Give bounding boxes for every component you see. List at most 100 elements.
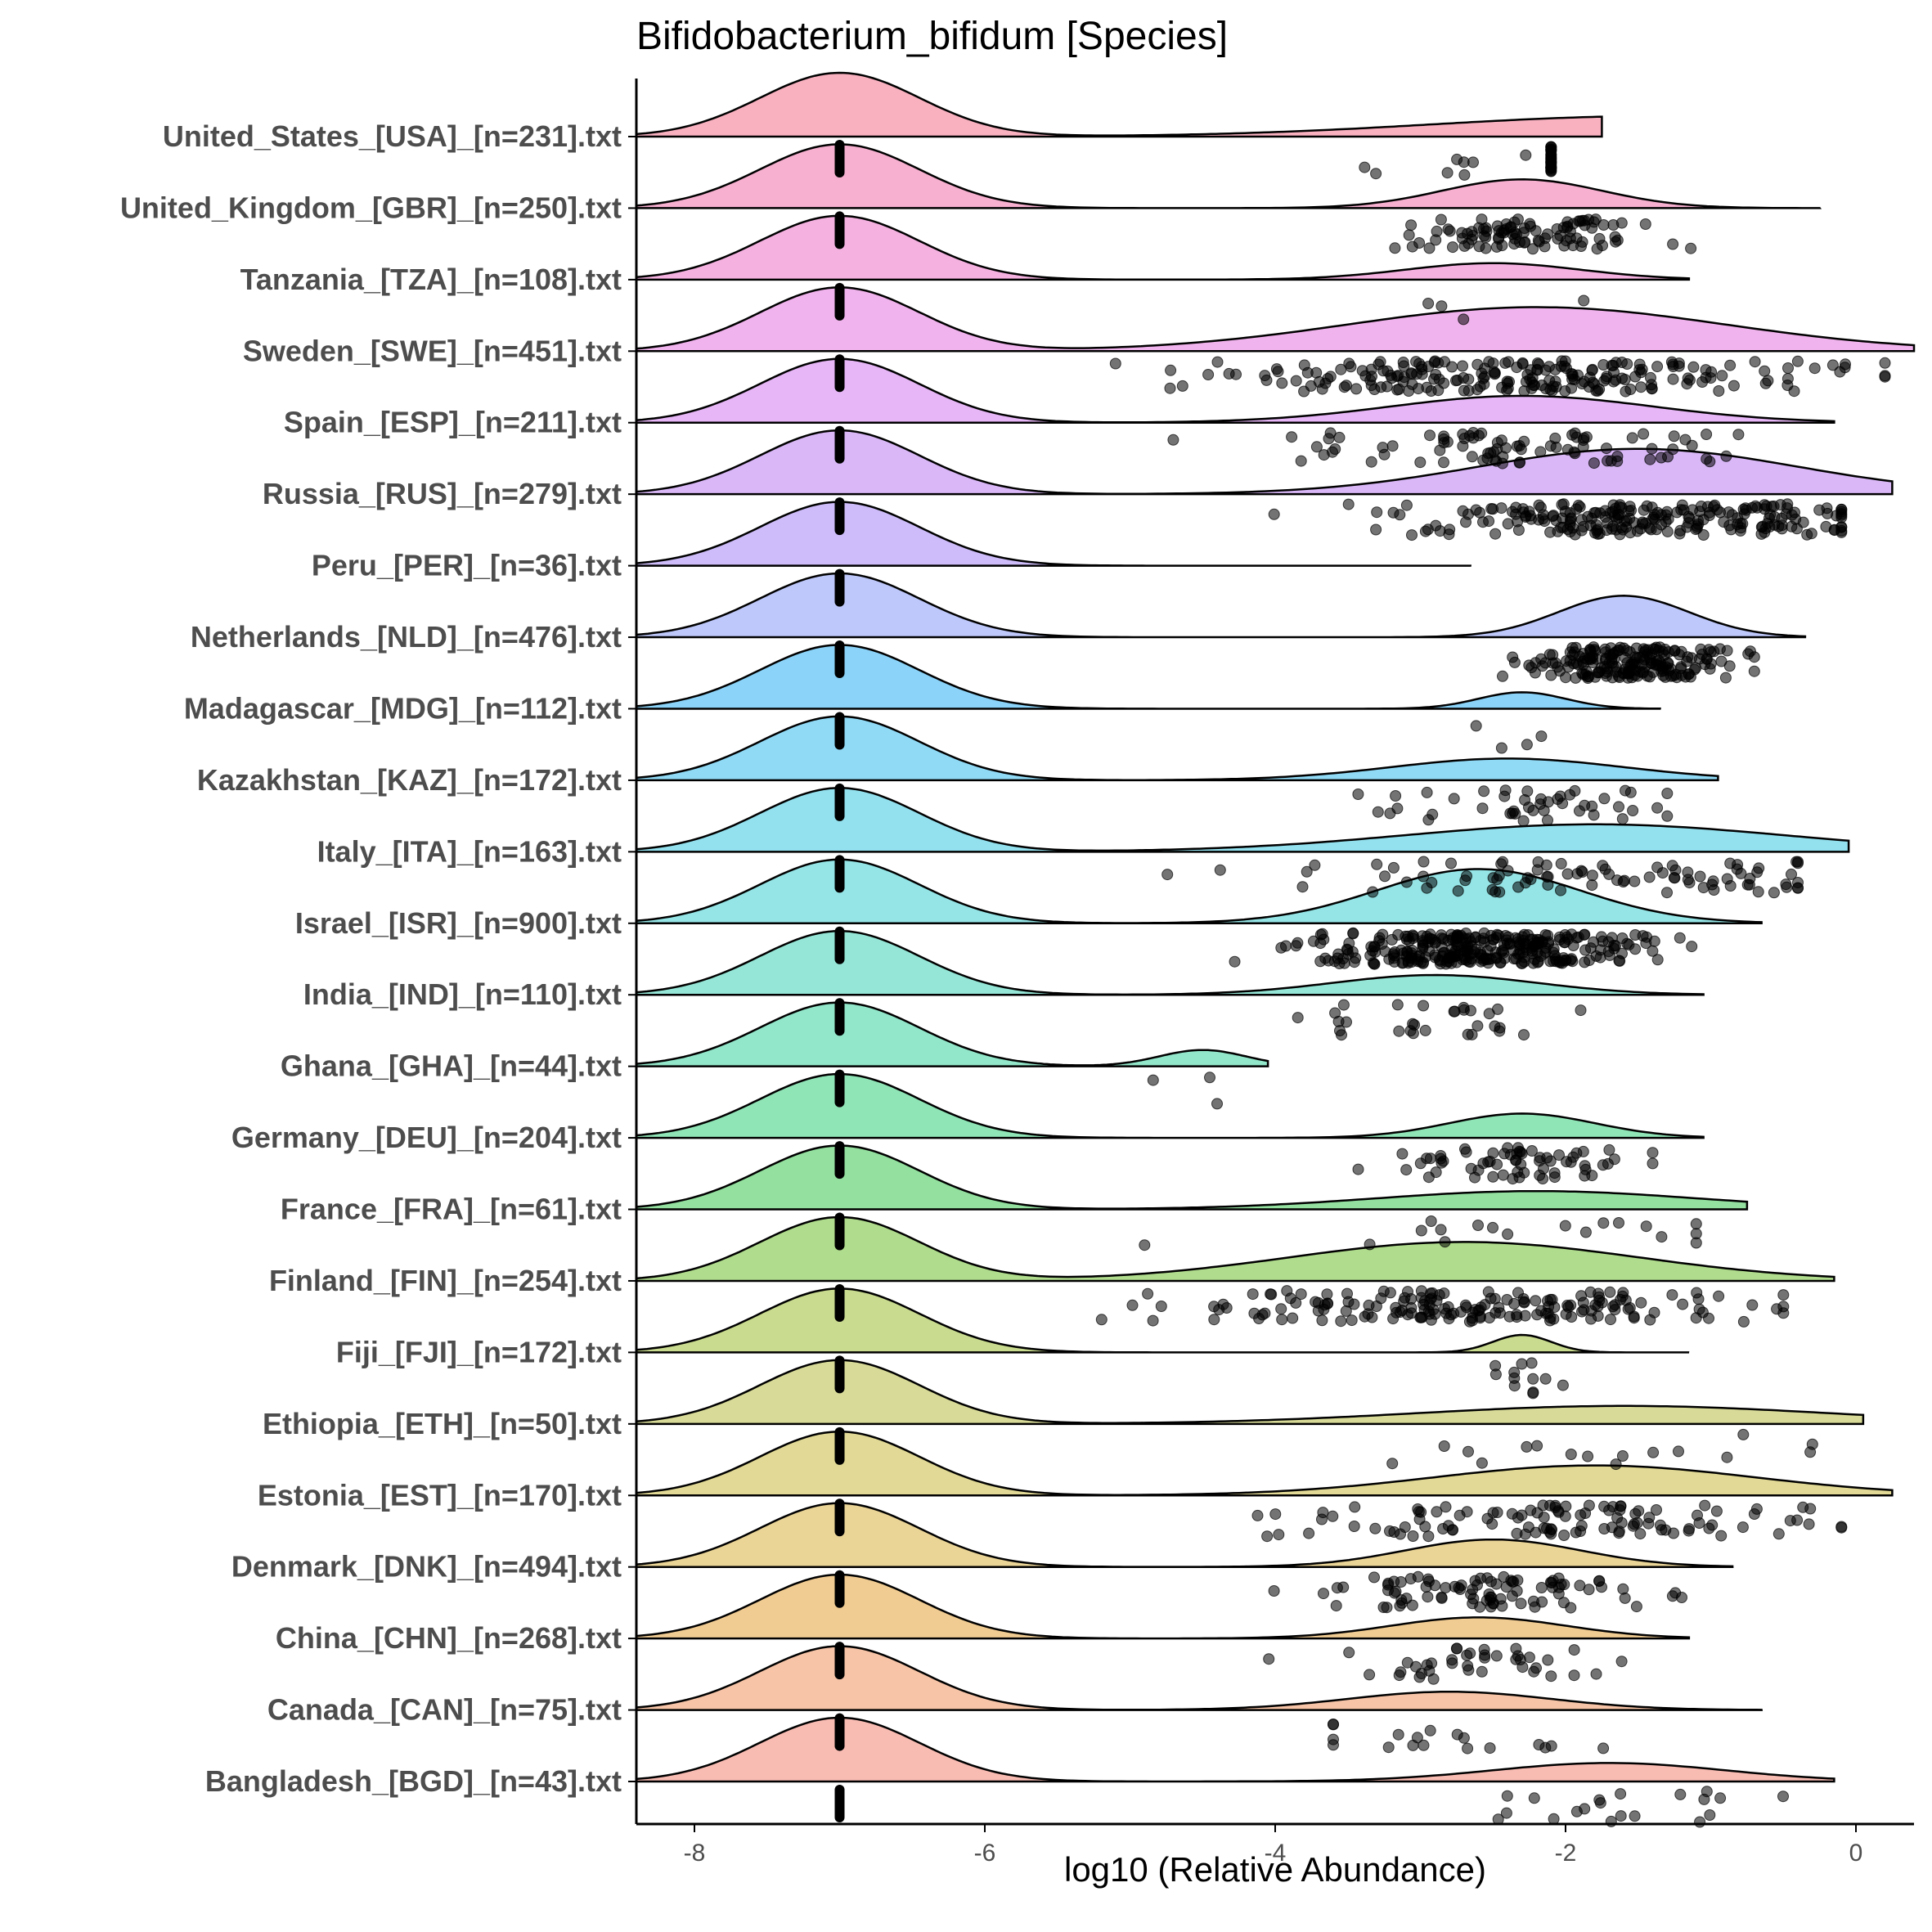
data-point	[1613, 801, 1624, 813]
data-point	[1578, 375, 1590, 388]
data-point	[1744, 645, 1756, 658]
data-point	[1414, 456, 1427, 469]
density-7	[635, 572, 1807, 639]
density-19	[635, 1431, 1894, 1497]
data-point	[1774, 499, 1786, 511]
data-point	[1748, 665, 1760, 677]
data-point	[1686, 941, 1698, 953]
data-point	[1418, 1000, 1430, 1012]
data-point	[1665, 356, 1678, 368]
data-point	[1669, 872, 1681, 884]
category-label-17: Fiji_[FJI]_[n=172].txt	[336, 1335, 622, 1368]
data-point	[1427, 1304, 1440, 1316]
data-point	[1520, 149, 1532, 161]
data-point	[1458, 168, 1471, 181]
data-point	[1208, 1301, 1220, 1313]
data-point	[1489, 1307, 1502, 1319]
data-point	[1458, 384, 1470, 397]
data-point	[1535, 730, 1548, 743]
category-label-7: Netherlands_[NLD]_[n=476].txt	[191, 620, 622, 654]
data-point	[1268, 1585, 1280, 1597]
data-point	[1472, 1164, 1485, 1176]
data-point	[1579, 1226, 1592, 1238]
data-point	[1524, 218, 1536, 230]
data-point	[1462, 1742, 1474, 1755]
data-point	[1466, 1028, 1478, 1040]
data-point	[1506, 1590, 1518, 1602]
data-point	[1301, 865, 1313, 878]
data-point	[1425, 1215, 1437, 1227]
data-point	[1545, 143, 1557, 155]
data-point	[1147, 1074, 1159, 1086]
category-label-11: Israel_[ISR]_[n=900].txt	[295, 906, 622, 940]
data-point	[1394, 509, 1406, 521]
data-point	[1400, 1593, 1413, 1605]
data-point	[1610, 374, 1622, 386]
data-point	[1142, 1287, 1154, 1300]
data-point	[1427, 933, 1439, 946]
data-point	[1484, 1156, 1496, 1167]
data-point	[1126, 1299, 1139, 1311]
data-point	[1534, 793, 1547, 805]
data-point	[1421, 381, 1433, 393]
data-point	[1204, 1072, 1215, 1084]
data-point	[1401, 1656, 1413, 1669]
data-point	[1528, 1665, 1540, 1678]
data-point	[1418, 856, 1430, 868]
data-point	[1487, 357, 1499, 370]
data-point	[1456, 232, 1468, 245]
data-point	[1550, 381, 1562, 393]
data-point	[1513, 456, 1525, 469]
data-point	[1615, 1656, 1628, 1668]
data-point	[1701, 429, 1713, 440]
data-point	[1772, 520, 1785, 532]
data-point	[1493, 869, 1505, 882]
data-point	[1386, 933, 1398, 946]
data-point	[1445, 857, 1457, 869]
data-point	[1479, 1649, 1491, 1661]
zero-bar-8	[834, 712, 845, 750]
data-point	[1453, 1509, 1466, 1521]
data-point	[1474, 380, 1486, 393]
data-point	[1407, 1739, 1419, 1751]
data-point	[1269, 1508, 1282, 1521]
data-point	[1497, 856, 1509, 868]
data-point	[1618, 642, 1630, 654]
data-point	[1544, 1293, 1557, 1305]
category-label-8: Madagascar_[MDG]_[n=112].txt	[184, 691, 622, 725]
data-point	[1546, 1577, 1557, 1589]
data-point	[1406, 378, 1418, 390]
category-label-0: United_States_[USA]_[n=231].txt	[163, 119, 622, 153]
data-point	[1540, 859, 1552, 871]
data-point	[1826, 359, 1839, 371]
data-point	[1459, 1299, 1471, 1311]
data-point	[1501, 934, 1512, 946]
data-point	[1661, 525, 1674, 537]
data-point	[1734, 517, 1746, 529]
data-point	[1777, 1289, 1790, 1301]
category-labels: United_States_[USA]_[n=231].txt United_Ki…	[120, 119, 636, 1798]
data-point	[1497, 670, 1508, 682]
data-point	[1368, 384, 1381, 395]
data-point	[1523, 1651, 1535, 1664]
data-point	[1446, 1657, 1458, 1669]
density-1	[635, 143, 1822, 209]
density-23	[635, 1716, 1835, 1783]
data-point	[1662, 451, 1674, 463]
data-point	[1687, 361, 1700, 373]
data-point	[1806, 1438, 1818, 1450]
data-point	[1604, 949, 1615, 961]
zero-bar-21	[834, 1642, 845, 1680]
data-point	[1487, 1170, 1499, 1183]
data-point	[1658, 649, 1670, 661]
category-label-14: Germany_[DEU]_[n=204].txt	[231, 1121, 622, 1154]
data-point	[1462, 1445, 1474, 1458]
data-point	[1586, 879, 1598, 892]
data-point	[1511, 362, 1523, 374]
data-point	[1386, 1458, 1399, 1470]
category-label-10: Italy_[ITA]_[n=163].txt	[317, 834, 622, 868]
data-point	[1443, 528, 1455, 541]
data-point	[1598, 1500, 1611, 1512]
data-point	[1462, 508, 1474, 520]
